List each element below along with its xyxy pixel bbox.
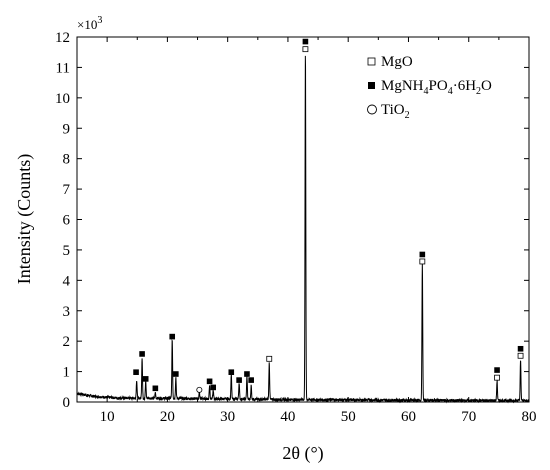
phase-marker-filled-square (210, 384, 217, 391)
phase-marker-filled-square (228, 369, 235, 375)
phase-marker-open-circle (196, 386, 203, 393)
phase-marker-open-square (494, 374, 500, 381)
x-tick-label: 30 (220, 409, 235, 425)
legend-filled-square-icon (368, 82, 375, 89)
legend-label: MgO (381, 54, 413, 70)
phase-marker-filled-square (248, 377, 254, 383)
y-tick-label: 12 (55, 30, 70, 46)
phase-marker-open-square (302, 46, 309, 53)
phase-marker-open-square (517, 352, 524, 359)
phase-marker-filled-square (206, 378, 213, 385)
y-tick-label: 8 (63, 152, 71, 168)
y-axis-multiplier-base: ×10 (77, 17, 97, 32)
y-tick-label: 11 (56, 60, 70, 76)
series-line (76, 55, 530, 404)
phase-marker-filled-square (142, 376, 149, 382)
legend-open-square-icon (367, 57, 376, 66)
phase-marker-filled-square (494, 367, 500, 373)
x-tick-label: 10 (100, 409, 115, 425)
phase-marker-filled-square (302, 38, 309, 45)
x-axis-title: 2θ (°) (282, 443, 323, 464)
phase-marker-filled-square (244, 371, 250, 377)
x-tick-label: 20 (160, 409, 175, 425)
phase-marker-filled-square (169, 333, 176, 340)
phase-marker-filled-square (173, 371, 179, 377)
y-tick-label: 9 (63, 121, 71, 137)
y-tick-label: 4 (63, 273, 71, 289)
y-axis-multiplier-exponent: 3 (97, 15, 102, 26)
y-tick-label: 7 (63, 182, 71, 198)
phase-marker-open-square (419, 258, 426, 265)
x-tick-label: 60 (401, 409, 416, 425)
phase-marker-filled-square (152, 385, 159, 392)
phase-marker-filled-square (139, 351, 145, 357)
x-tick-label: 70 (461, 409, 476, 425)
y-tick-label: 0 (63, 395, 71, 411)
y-tick-label: 3 (63, 304, 71, 320)
legend: MgO MgNH4PO4·6H2O TiO2 (367, 54, 492, 121)
legend-label: MgNH4PO4·6H2O (381, 78, 492, 97)
y-axis-title: Intensity (Counts) (14, 154, 35, 285)
legend-label: TiO2 (381, 102, 410, 121)
phase-marker-filled-square (133, 369, 139, 375)
y-tick-label: 1 (63, 365, 71, 381)
peak-markers (133, 38, 524, 393)
x-tick-label: 80 (522, 409, 537, 425)
y-tick-label: 6 (63, 213, 71, 229)
x-tick-label: 50 (341, 409, 356, 425)
y-tick-label: 2 (63, 334, 71, 350)
phase-marker-filled-square (419, 251, 426, 258)
phase-marker-filled-square (517, 345, 524, 352)
legend-open-circle-icon (367, 104, 377, 115)
x-axis-ticks: 10 20 30 40 50 60 70 80 (76, 37, 537, 425)
y-axis-multiplier: ×103 (77, 15, 102, 32)
phase-marker-open-square (266, 355, 273, 362)
x-tick-label: 40 (280, 409, 295, 425)
y-tick-label: 5 (63, 243, 71, 259)
y-tick-label: 10 (55, 91, 70, 107)
phase-marker-filled-square (236, 377, 242, 383)
